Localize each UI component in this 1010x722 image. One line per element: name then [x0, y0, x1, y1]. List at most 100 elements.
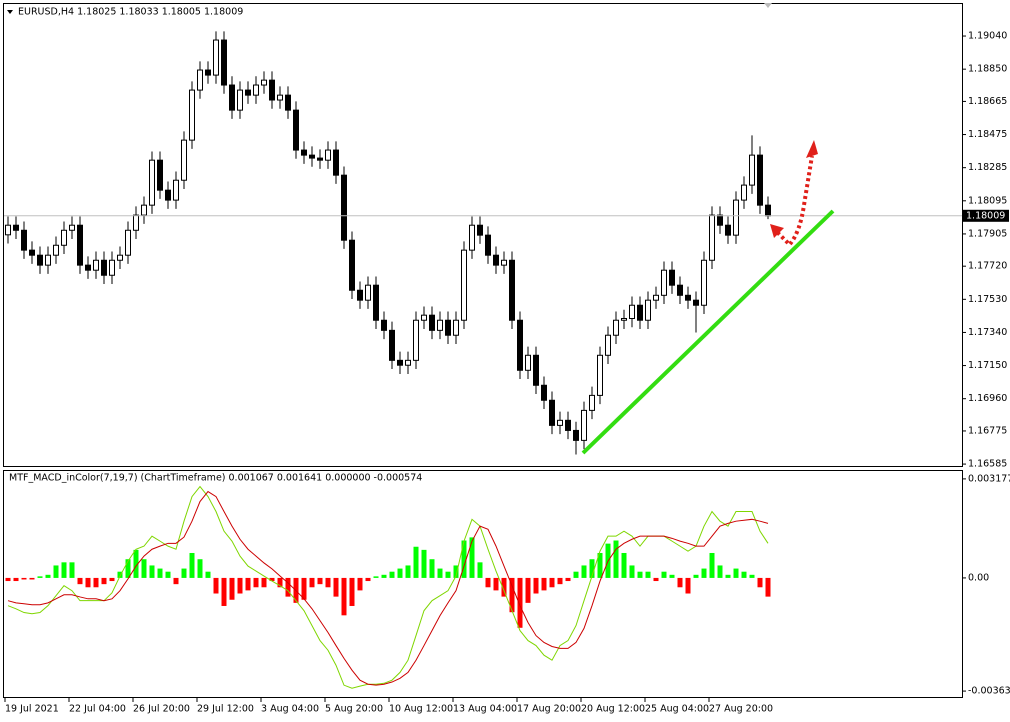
y-tick-label: 1.17340 [968, 327, 1007, 338]
histogram-bar [5, 577, 11, 582]
candle-body [309, 154, 315, 159]
candle-body [253, 84, 259, 96]
histogram-bar [533, 577, 539, 594]
candle-body [613, 319, 619, 336]
histogram-bar [677, 577, 683, 588]
histogram-bar [69, 562, 75, 578]
histogram-bar [125, 559, 131, 578]
candle-body [733, 199, 739, 236]
candle-body [669, 269, 675, 286]
histogram-bar [749, 574, 755, 578]
candle-body [749, 154, 755, 186]
histogram-bar [85, 577, 91, 588]
histogram-bar [181, 568, 187, 578]
candle-body [517, 319, 523, 371]
histogram-bar [357, 577, 363, 591]
candle-body [717, 214, 723, 226]
histogram-bar [309, 577, 315, 588]
histogram-bar [165, 571, 171, 578]
histogram-bar [549, 577, 555, 588]
candle-body [757, 154, 763, 206]
histogram-bar [669, 574, 675, 578]
histogram-bar [21, 577, 27, 580]
histogram-bar [389, 571, 395, 578]
candle-body [93, 259, 99, 271]
histogram-bar [77, 577, 83, 585]
candle-body [325, 149, 331, 161]
candle-body [405, 359, 411, 366]
histogram-bar [717, 565, 723, 578]
panel-menu-icon[interactable] [7, 10, 13, 14]
x-tick-label: 13 Aug 04:00 [453, 704, 517, 715]
histogram-bar [405, 565, 411, 578]
histogram-bar [29, 577, 35, 580]
histogram-bar [237, 577, 243, 594]
histogram-bar [629, 565, 635, 578]
candle-body [269, 79, 275, 101]
histogram-bar [381, 574, 387, 578]
candle-body [237, 89, 243, 111]
candle-body [605, 334, 611, 356]
histogram-bar [541, 577, 547, 591]
y-tick-label: 0.00 [968, 572, 989, 583]
histogram-bar [733, 568, 739, 578]
candle-body [109, 259, 115, 276]
y-tick-label: 1.17530 [968, 294, 1007, 305]
histogram-bar [437, 568, 443, 578]
y-tick-label: 1.18850 [968, 64, 1007, 75]
candle-body [365, 284, 371, 301]
histogram-bar [701, 568, 707, 578]
histogram-bar [461, 540, 467, 578]
candle-body [645, 299, 651, 321]
histogram-bar [445, 571, 451, 578]
candle-body [213, 39, 219, 76]
y-tick-label: 1.19040 [968, 31, 1007, 42]
histogram-bar [565, 577, 571, 582]
histogram-bar [645, 571, 651, 578]
macd-line [7, 485, 769, 689]
histogram-bar [485, 577, 491, 588]
histogram-bar [133, 549, 139, 578]
price-panel-title: EURUSD,H4 1.18025 1.18033 1.18005 1.1800… [18, 7, 243, 18]
candle-body [629, 304, 635, 319]
candle-body [149, 159, 155, 206]
candle-body [77, 224, 83, 266]
y-tick-label: 1.18285 [968, 162, 1007, 173]
candle-body [285, 94, 291, 111]
histogram-bar [365, 577, 371, 582]
candle-body [13, 224, 19, 231]
histogram-bar [709, 552, 715, 578]
x-tick-label: 20 Aug 12:00 [581, 704, 645, 715]
histogram-bar [277, 577, 283, 588]
histogram-bar [269, 577, 275, 582]
candle-body [709, 214, 715, 261]
y-tick-label: -0.00363 [968, 686, 1010, 697]
histogram-bar [661, 571, 667, 578]
histogram-bar [573, 571, 579, 578]
x-tick-label: 25 Aug 04:00 [645, 704, 709, 715]
histogram-bar [213, 577, 219, 594]
candle-body [21, 229, 27, 251]
candle-body [301, 149, 307, 156]
x-tick-label: 29 Jul 12:00 [197, 704, 254, 715]
histogram-bar [13, 577, 19, 582]
trend-line [581, 209, 835, 455]
candle-body [421, 314, 427, 321]
candle-body [509, 259, 515, 321]
candle-body [229, 84, 235, 111]
candle-body [101, 259, 107, 276]
histogram-bar [325, 577, 331, 588]
candle-body [61, 229, 67, 246]
candle-body [677, 284, 683, 296]
indicator-title: MTF_MACD_inColor(7,19,7) (ChartTimeframe… [9, 473, 422, 484]
x-tick-label: 27 Aug 20:00 [709, 704, 773, 715]
candle-body [637, 304, 643, 321]
candle-body [125, 229, 131, 256]
forecast-arrow [788, 155, 814, 246]
candle-body [621, 317, 627, 321]
histogram-bar [509, 577, 515, 613]
candle-body [685, 294, 691, 301]
histogram-bar [301, 577, 307, 600]
candle-body [437, 319, 443, 331]
histogram-bar [517, 577, 523, 628]
